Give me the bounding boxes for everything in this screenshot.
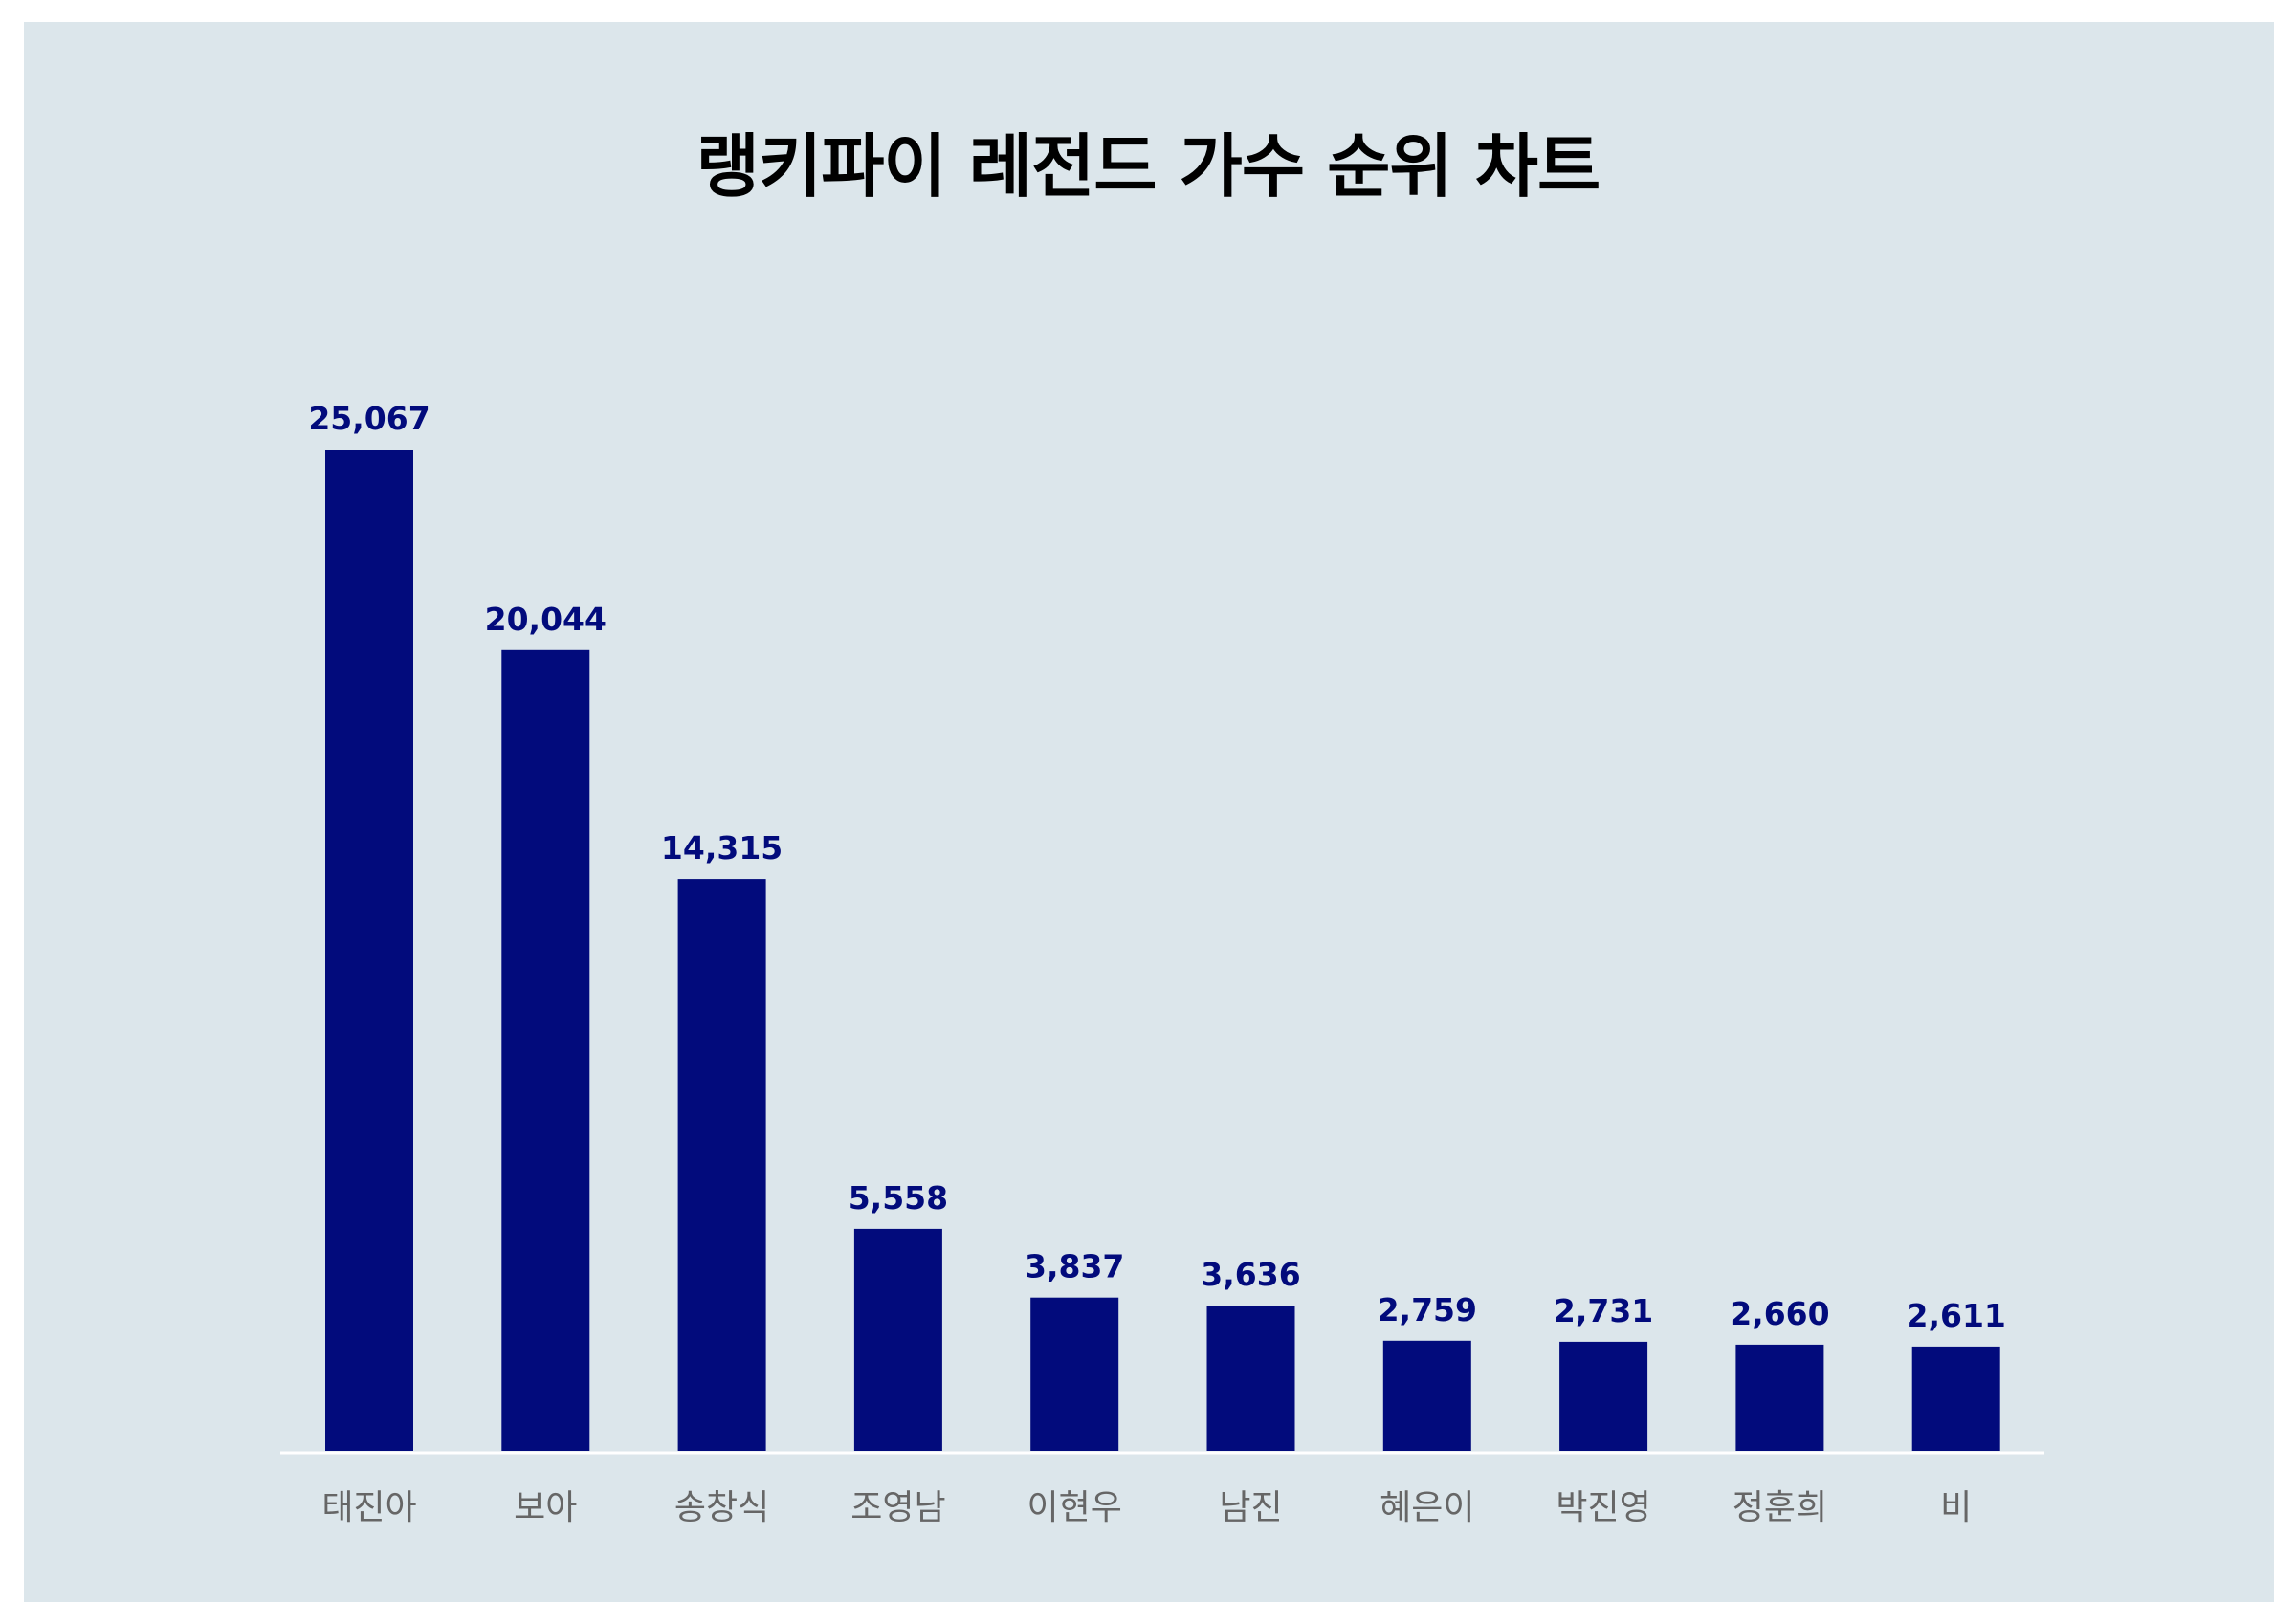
value-label-3: 14,315 bbox=[661, 829, 783, 867]
category-label-7: 혜은이 bbox=[1380, 1488, 1474, 1527]
category-label-4: 조영남 bbox=[850, 1488, 945, 1527]
value-label-2: 20,044 bbox=[485, 601, 607, 638]
category-label-6: 남진 bbox=[1219, 1488, 1282, 1527]
bar-5 bbox=[1030, 1297, 1119, 1451]
category-label-8: 박진영 bbox=[1556, 1488, 1650, 1527]
bar-4 bbox=[853, 1228, 942, 1451]
category-label-2: 보아 bbox=[514, 1488, 577, 1527]
value-label-6: 3,636 bbox=[1201, 1256, 1300, 1293]
value-label-1: 25,067 bbox=[308, 400, 430, 437]
category-label-9: 정훈희 bbox=[1733, 1488, 1827, 1527]
value-label-9: 2,660 bbox=[1730, 1295, 1829, 1332]
value-label-8: 2,731 bbox=[1554, 1292, 1653, 1329]
bars-group bbox=[325, 450, 2000, 1451]
category-labels-group: 태진아 보아 송창식 조영남 이현우 남진 혜은이 박진영 정훈희 비 bbox=[321, 1488, 1972, 1527]
value-label-10: 2,611 bbox=[1907, 1297, 2006, 1334]
bar-10 bbox=[1911, 1346, 2000, 1451]
bar-6 bbox=[1206, 1306, 1295, 1451]
bar-8 bbox=[1559, 1341, 1648, 1451]
value-label-5: 3,837 bbox=[1025, 1248, 1124, 1285]
category-label-10: 비 bbox=[1940, 1488, 1972, 1527]
value-labels-group: 25,067 20,044 14,315 5,558 3,837 3,636 2,759 2,… bbox=[308, 400, 2006, 1334]
chart-title: 랭키파이 레전드 가수 순위 차트 bbox=[695, 126, 1601, 207]
bar-2 bbox=[501, 649, 590, 1451]
category-label-3: 송창식 bbox=[674, 1488, 769, 1527]
bar-3 bbox=[677, 879, 766, 1451]
value-label-7: 2,759 bbox=[1378, 1291, 1477, 1328]
category-label-1: 태진아 bbox=[321, 1488, 416, 1527]
category-label-5: 이현우 bbox=[1027, 1488, 1122, 1527]
bar-7 bbox=[1382, 1340, 1471, 1451]
value-label-4: 5,558 bbox=[849, 1179, 948, 1217]
bar-1 bbox=[325, 450, 413, 1451]
bar-9 bbox=[1735, 1344, 1824, 1451]
